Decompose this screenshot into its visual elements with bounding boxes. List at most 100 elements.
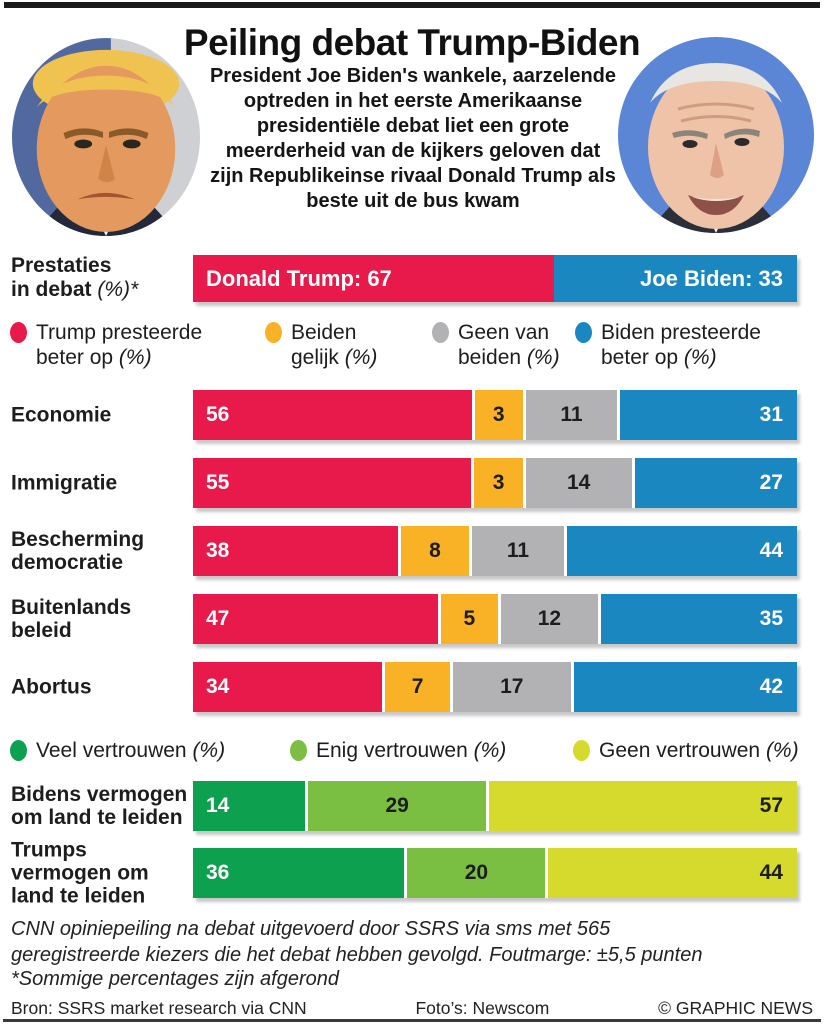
bar-value: 12 [537,607,562,630]
bar-value: 56 [206,403,230,426]
bar-segment-geen-van-beiden: 12 [500,594,599,644]
bar-segment-beiden-gelijk: 3 [474,390,523,440]
stacked-bar: 14 29 57 [193,781,797,831]
legend-dot-icon [10,740,27,761]
bar-value: 8 [429,539,441,562]
bar-value: 14 [206,794,230,817]
legend-label: Geen vertrouwen (%) [599,739,799,762]
row-label: Bescherming democratie [11,528,145,574]
legend-label: Veel vertrouwen (%) [36,739,226,762]
bar-value: 3 [492,403,505,426]
legend-dot-icon [10,322,27,343]
bar-segment-enig-vertrouwen: 20 [407,848,546,898]
stacked-bar: 34 7 17 42 [193,662,798,712]
bar-row: Trumps vermogen om land te leiden 36 20 44 [0,839,824,908]
bottom-rule [3,1019,821,1022]
top-rule [4,2,820,8]
row-label: Immigratie [11,471,118,495]
stacked-bar: 56 3 11 31 [193,390,797,440]
performance-chart-title: Prestaties in debat (%)* [11,254,138,302]
performance-title-suffix: (%)* [97,278,139,301]
bar-row: Buitenlands beleid 47 5 12 35 [0,594,824,644]
stacked-bar: 47 5 12 35 [193,594,797,644]
bar-segment-beiden-gelijk: 3 [474,458,523,508]
legend-dot-icon [290,740,307,761]
bar-value: 29 [385,794,409,817]
bar-value: 38 [206,539,230,562]
bar-value: 20 [464,861,489,884]
bar-segment-beiden-gelijk: 7 [385,662,450,712]
bar-value: 31 [759,403,783,426]
source-text: Bron: SSRS market research via CNN [11,998,307,1018]
rounding-note: *Sommige percentages zijn afgerond [11,968,339,990]
bar-value: 47 [206,607,230,630]
legend-dot-icon [265,322,282,343]
bar-segment-biden-presteerde-beter-op: 27 [634,458,797,508]
bar-segment-beiden-gelijk: 8 [400,526,470,576]
legend-item: Geen vertrouwen (%) [573,738,799,763]
bar-segment-biden-presteerde-beter-op: 35 [601,594,797,644]
bar-value: Donald Trump: 67 [206,265,392,291]
bar-value: 3 [492,471,505,494]
bar-segment-geen-van-beiden: 11 [525,390,618,440]
performance-title-line2: in debat [11,278,92,301]
bar-value: 42 [759,675,784,698]
bar-value: 44 [759,539,783,562]
bar-segment-veel-vertrouwen: 14 [193,781,305,831]
bar-segment-geen-vertrouwen: 44 [548,848,797,898]
bar-row: Immigratie 55 3 14 27 [0,458,824,508]
bar-value: 36 [206,861,230,884]
bar-row: Bescherming democratie 38 8 11 44 [0,526,824,576]
bar-segment-biden-presteerde-beter-op: 31 [620,390,797,440]
bar-value: 44 [759,861,783,884]
bar-segment-trump-presteerde-beter-op: 55 [193,458,472,508]
bar-segment-geen-van-beiden: 11 [472,526,564,576]
bar-segment-geen-vertrouwen: 57 [489,781,797,831]
legend-item: Beiden gelijk (%) [265,320,396,370]
bar-segment-trump-presteerde-beter-op: 34 [193,662,383,712]
issues-bar-chart: Economie 56 3 11 31 Immigratie 55 3 14 27 Bescherm… [0,390,824,712]
performance-title-line1: Prestaties [11,254,112,277]
legend-dot-icon [575,322,592,343]
legend-item: Veel vertrouwen (%) [10,738,225,763]
copyright-text: © GRAPHIC NEWS [658,998,813,1018]
bar-value: 57 [759,794,783,817]
legend-dot-icon [573,740,590,761]
legend-debate-issues: Trump presteerde beter op (%) Beiden geli… [0,320,824,376]
bar-value: 11 [560,403,583,426]
bar-segment-joe-biden: Joe Biden: 33 [553,255,797,302]
bar-segment-beiden-gelijk: 5 [441,594,498,644]
legend-label: Enig vertrouwen (%) [316,739,507,762]
legend-item: Geen van beiden (%) [432,320,573,370]
stacked-bar: 55 3 14 27 [193,458,797,508]
source-row: Bron: SSRS market research via CNN Foto’… [11,998,813,1019]
photo-credit: Foto’s: Newscom [415,998,550,1018]
bar-segment-geen-van-beiden: 14 [525,458,632,508]
bar-value: 14 [567,471,591,494]
legend-confidence: Veel vertrouwen (%) Enig vertrouwen (%) Ge… [0,738,824,768]
bar-segment-geen-van-beiden: 17 [452,662,571,712]
bar-row: Economie 56 3 11 31 [0,390,824,440]
legend-item: Biden presteerde beter op (%) [575,320,801,370]
bar-value: 27 [759,471,783,494]
stacked-bar: 36 20 44 [193,848,797,898]
bar-value: 35 [759,607,783,630]
bar-row: Bidens vermogen om land te leiden 14 29 57 [0,781,824,831]
trump-portrait [12,38,200,236]
bar-value: 11 [506,539,530,562]
bar-segment-enig-vertrouwen: 29 [307,781,487,831]
page-title: Peiling debat Trump-Biden [183,22,641,63]
legend-dot-icon [432,322,449,343]
bar-value: 34 [206,675,230,698]
bar-segment-trump-presteerde-beter-op: 47 [193,594,439,644]
row-label: Abortus [11,675,92,699]
biden-portrait-image [618,37,814,233]
stacked-bar: 38 8 11 44 [193,526,797,576]
bar-segment-trump-presteerde-beter-op: 38 [193,526,398,576]
legend-label: Beiden gelijk (%) [291,321,378,369]
bar-segment-trump-presteerde-beter-op: 56 [193,390,472,440]
bar-value: 55 [206,471,230,494]
bar-segment-donald-trump: Donald Trump: 67 [193,255,554,302]
legend-item: Enig vertrouwen (%) [290,738,506,763]
